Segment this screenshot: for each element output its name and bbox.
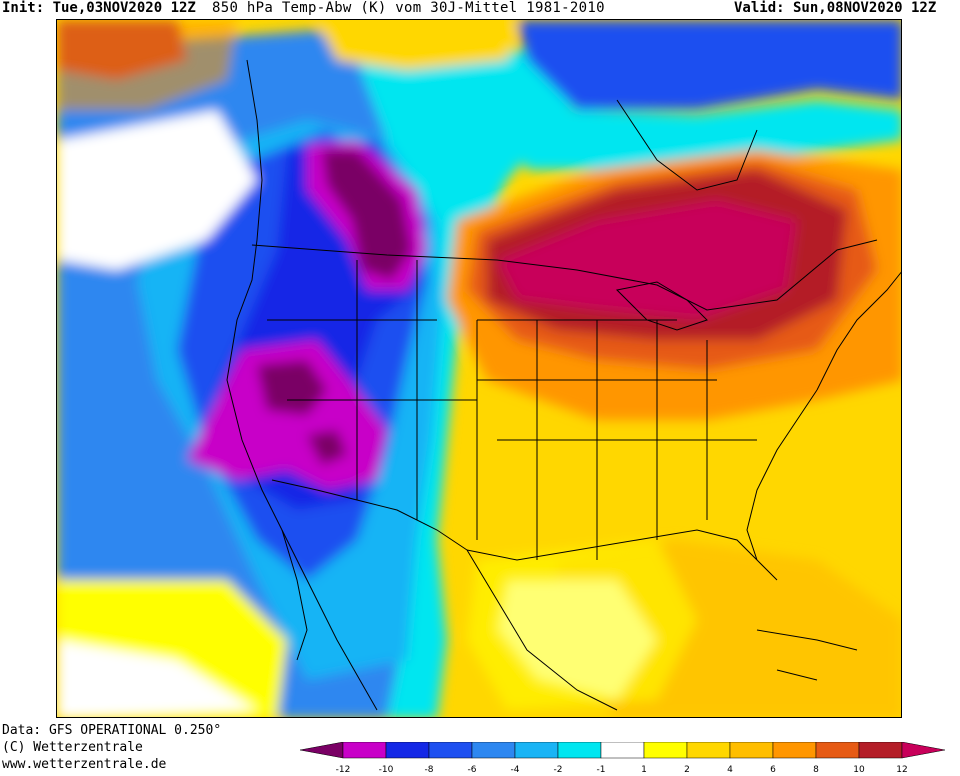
gulf-coastline	[466, 389, 818, 581]
colorbar-tick-label: -12	[336, 765, 351, 775]
colorbar-tick-label: 10	[853, 765, 865, 775]
colorbar-tick-label: -1	[597, 765, 606, 775]
copyright: (C) Wetterzentrale	[2, 740, 143, 755]
colorbar-tick-label: -4	[511, 765, 520, 775]
colorbar-legend: -12 -10 -8 -6 -4 -2 -1 1 2 4 6 8 10 12	[299, 742, 946, 775]
shade-top-blue	[517, 20, 901, 110]
baja-outline	[281, 529, 308, 661]
mexico-east-coast	[466, 549, 618, 711]
atlantic-coastline	[816, 271, 901, 391]
shade-purple-south-2	[307, 430, 347, 465]
valid-time: Valid: Sun,08NOV2020 12Z	[734, 0, 937, 16]
state-lines-central	[477, 319, 757, 560]
colorbar-swatch	[342, 742, 387, 759]
colorbar-tick-label: 4	[727, 765, 733, 775]
colorbar-swatch	[729, 742, 774, 759]
shade-purple-south	[257, 360, 327, 415]
colorbar-tick-label: -2	[554, 765, 563, 775]
colorbar-swatch	[471, 742, 516, 759]
geography-outlines	[226, 59, 901, 711]
colorbar-swatch	[772, 742, 817, 759]
temperature-anomaly-map	[56, 19, 902, 718]
colorbar-tick-label: -6	[468, 765, 477, 775]
shade-yellow-gulf	[467, 540, 697, 710]
shade-nw-orange	[57, 20, 237, 110]
colorbar-swatch	[385, 742, 430, 759]
colorbar-swatch	[858, 742, 903, 759]
map-canvas	[57, 20, 901, 717]
colorbar-tick-label: -8	[425, 765, 434, 775]
colorbar-tick-label: -10	[379, 765, 394, 775]
shade-top-gold	[317, 20, 517, 70]
canada-us-border	[251, 239, 878, 311]
website: www.wetterzentrale.de	[2, 757, 167, 772]
colorbar-swatch	[643, 742, 688, 759]
colorbar-swatch	[514, 742, 559, 759]
shade-sw-white	[57, 640, 257, 717]
colorbar-tick-label: 2	[684, 765, 690, 775]
shade-nw-white	[57, 110, 257, 270]
colorbar-swatch	[815, 742, 860, 759]
colorbar-swatch	[428, 742, 473, 759]
caribbean-islands	[756, 629, 858, 681]
colorbar-tick-label: 6	[770, 765, 776, 775]
colorbar-swatches	[299, 742, 946, 759]
pacific-coastline	[226, 59, 378, 711]
colorbar-tick-label: 8	[813, 765, 819, 775]
colorbar-ticks: -12 -10 -8 -6 -4 -2 -1 1 2 4 6 8 10 12	[336, 765, 908, 775]
us-mexico-border	[271, 479, 468, 551]
data-source: Data: GFS OPERATIONAL 0.250°	[2, 723, 222, 738]
colorbar-swatch	[686, 742, 731, 759]
colorbar-swatch	[901, 742, 946, 759]
state-lines-west	[267, 260, 478, 540]
map-title: 850 hPa Temp-Abw (K) vom 30J-Mittel 1981…	[212, 0, 605, 16]
colorbar-swatch	[557, 742, 602, 759]
hudson-bay-coast	[616, 99, 758, 191]
init-time: Init: Tue,03NOV2020 12Z	[2, 0, 196, 16]
colorbar-swatch	[600, 742, 645, 759]
colorbar-swatch	[299, 742, 344, 759]
colorbar-tick-label: 1	[641, 765, 647, 775]
shade-purple-north	[322, 150, 412, 280]
colorbar-tick-label: 12	[896, 765, 907, 775]
shade-crimson-core	[497, 200, 797, 320]
shade-top-cyan	[487, 80, 901, 170]
